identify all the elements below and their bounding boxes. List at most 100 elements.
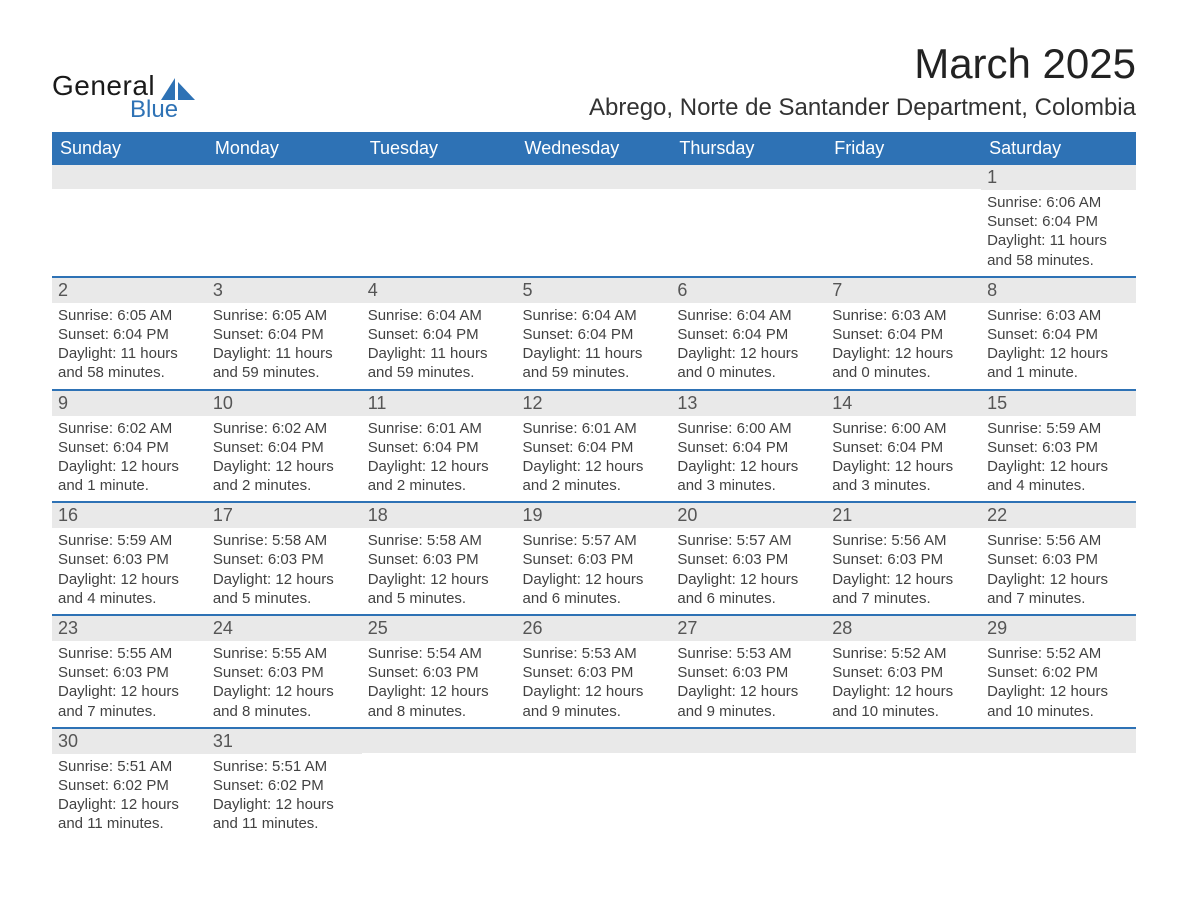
day-number: 19 [517, 503, 672, 528]
sunset-line: Sunset: 6:04 PM [213, 438, 356, 457]
calendar-week-row: 16Sunrise: 5:59 AMSunset: 6:03 PMDayligh… [52, 502, 1136, 615]
day-content [362, 189, 517, 209]
day-number: 13 [671, 391, 826, 416]
calendar-cell: 1Sunrise: 6:06 AMSunset: 6:04 PMDaylight… [981, 165, 1136, 277]
sunrise-line: Sunrise: 6:05 AM [58, 306, 201, 325]
sunset-line: Sunset: 6:03 PM [213, 663, 356, 682]
calendar-week-row: 9Sunrise: 6:02 AMSunset: 6:04 PMDaylight… [52, 390, 1136, 503]
sunrise-line: Sunrise: 6:03 AM [832, 306, 975, 325]
sunset-line: Sunset: 6:04 PM [523, 438, 666, 457]
calendar-cell: 6Sunrise: 6:04 AMSunset: 6:04 PMDaylight… [671, 277, 826, 390]
weekday-header: Monday [207, 132, 362, 165]
day-number: 6 [671, 278, 826, 303]
sunset-line: Sunset: 6:04 PM [213, 325, 356, 344]
daylight-line: Daylight: 12 hours and 0 minutes. [677, 344, 820, 382]
day-content [826, 189, 981, 209]
sunrise-line: Sunrise: 5:51 AM [213, 757, 356, 776]
day-content: Sunrise: 5:51 AMSunset: 6:02 PMDaylight:… [207, 754, 362, 840]
daylight-line: Daylight: 11 hours and 59 minutes. [523, 344, 666, 382]
calendar-cell: 10Sunrise: 6:02 AMSunset: 6:04 PMDayligh… [207, 390, 362, 503]
sunset-line: Sunset: 6:04 PM [987, 212, 1130, 231]
day-number: 30 [52, 729, 207, 754]
sunrise-line: Sunrise: 6:02 AM [58, 419, 201, 438]
calendar-cell [207, 165, 362, 277]
daylight-line: Daylight: 12 hours and 5 minutes. [368, 570, 511, 608]
sunset-line: Sunset: 6:02 PM [213, 776, 356, 795]
calendar-cell: 5Sunrise: 6:04 AMSunset: 6:04 PMDaylight… [517, 277, 672, 390]
sunrise-line: Sunrise: 5:58 AM [213, 531, 356, 550]
calendar-cell [517, 728, 672, 840]
day-number [981, 729, 1136, 753]
day-number: 18 [362, 503, 517, 528]
calendar-cell: 19Sunrise: 5:57 AMSunset: 6:03 PMDayligh… [517, 502, 672, 615]
calendar-week-row: 1Sunrise: 6:06 AMSunset: 6:04 PMDaylight… [52, 165, 1136, 277]
day-number [517, 729, 672, 753]
calendar-cell [52, 165, 207, 277]
day-number: 5 [517, 278, 672, 303]
day-number [362, 729, 517, 753]
day-number: 9 [52, 391, 207, 416]
day-content: Sunrise: 6:00 AMSunset: 6:04 PMDaylight:… [826, 416, 981, 502]
sunset-line: Sunset: 6:04 PM [368, 325, 511, 344]
calendar-cell: 22Sunrise: 5:56 AMSunset: 6:03 PMDayligh… [981, 502, 1136, 615]
day-content [362, 753, 517, 773]
calendar-cell: 27Sunrise: 5:53 AMSunset: 6:03 PMDayligh… [671, 615, 826, 728]
day-content: Sunrise: 6:04 AMSunset: 6:04 PMDaylight:… [517, 303, 672, 389]
calendar-cell: 12Sunrise: 6:01 AMSunset: 6:04 PMDayligh… [517, 390, 672, 503]
calendar-cell: 21Sunrise: 5:56 AMSunset: 6:03 PMDayligh… [826, 502, 981, 615]
sunrise-line: Sunrise: 6:03 AM [987, 306, 1130, 325]
sunrise-line: Sunrise: 5:55 AM [58, 644, 201, 663]
day-number: 31 [207, 729, 362, 754]
calendar-week-row: 30Sunrise: 5:51 AMSunset: 6:02 PMDayligh… [52, 728, 1136, 840]
day-number: 25 [362, 616, 517, 641]
day-content: Sunrise: 6:02 AMSunset: 6:04 PMDaylight:… [52, 416, 207, 502]
day-content: Sunrise: 5:56 AMSunset: 6:03 PMDaylight:… [826, 528, 981, 614]
calendar-cell [517, 165, 672, 277]
day-number: 8 [981, 278, 1136, 303]
daylight-line: Daylight: 12 hours and 7 minutes. [987, 570, 1130, 608]
brand-name-blue: Blue [130, 96, 178, 124]
daylight-line: Daylight: 11 hours and 59 minutes. [368, 344, 511, 382]
sunset-line: Sunset: 6:03 PM [987, 550, 1130, 569]
day-content: Sunrise: 5:59 AMSunset: 6:03 PMDaylight:… [52, 528, 207, 614]
header-row: General Blue March 2025 Abrego, Norte de… [52, 40, 1136, 132]
day-number: 3 [207, 278, 362, 303]
weekday-row: SundayMondayTuesdayWednesdayThursdayFrid… [52, 132, 1136, 165]
calendar-cell: 9Sunrise: 6:02 AMSunset: 6:04 PMDaylight… [52, 390, 207, 503]
sunrise-line: Sunrise: 5:57 AM [523, 531, 666, 550]
calendar-cell [362, 165, 517, 277]
daylight-line: Daylight: 12 hours and 1 minute. [58, 457, 201, 495]
daylight-line: Daylight: 12 hours and 5 minutes. [213, 570, 356, 608]
sunrise-line: Sunrise: 6:00 AM [832, 419, 975, 438]
sunset-line: Sunset: 6:03 PM [677, 663, 820, 682]
day-number: 21 [826, 503, 981, 528]
sunset-line: Sunset: 6:03 PM [987, 438, 1130, 457]
headings: March 2025 Abrego, Norte de Santander De… [589, 40, 1136, 132]
day-number: 15 [981, 391, 1136, 416]
calendar-cell: 3Sunrise: 6:05 AMSunset: 6:04 PMDaylight… [207, 277, 362, 390]
calendar-cell [671, 165, 826, 277]
daylight-line: Daylight: 12 hours and 3 minutes. [677, 457, 820, 495]
brand-logo: General Blue [52, 70, 195, 124]
page: General Blue March 2025 Abrego, Norte de… [0, 0, 1188, 880]
day-content: Sunrise: 5:56 AMSunset: 6:03 PMDaylight:… [981, 528, 1136, 614]
sunset-line: Sunset: 6:04 PM [832, 325, 975, 344]
day-number: 14 [826, 391, 981, 416]
day-number: 20 [671, 503, 826, 528]
daylight-line: Daylight: 12 hours and 1 minute. [987, 344, 1130, 382]
calendar-cell: 11Sunrise: 6:01 AMSunset: 6:04 PMDayligh… [362, 390, 517, 503]
sunrise-line: Sunrise: 6:01 AM [368, 419, 511, 438]
calendar-week-row: 2Sunrise: 6:05 AMSunset: 6:04 PMDaylight… [52, 277, 1136, 390]
calendar-cell: 8Sunrise: 6:03 AMSunset: 6:04 PMDaylight… [981, 277, 1136, 390]
day-number: 7 [826, 278, 981, 303]
day-content: Sunrise: 6:04 AMSunset: 6:04 PMDaylight:… [362, 303, 517, 389]
day-number: 27 [671, 616, 826, 641]
calendar-cell: 25Sunrise: 5:54 AMSunset: 6:03 PMDayligh… [362, 615, 517, 728]
weekday-header: Saturday [981, 132, 1136, 165]
daylight-line: Daylight: 12 hours and 4 minutes. [987, 457, 1130, 495]
sunrise-line: Sunrise: 6:04 AM [523, 306, 666, 325]
day-content [671, 189, 826, 209]
calendar-cell [826, 728, 981, 840]
day-content: Sunrise: 6:03 AMSunset: 6:04 PMDaylight:… [981, 303, 1136, 389]
sunrise-line: Sunrise: 6:06 AM [987, 193, 1130, 212]
